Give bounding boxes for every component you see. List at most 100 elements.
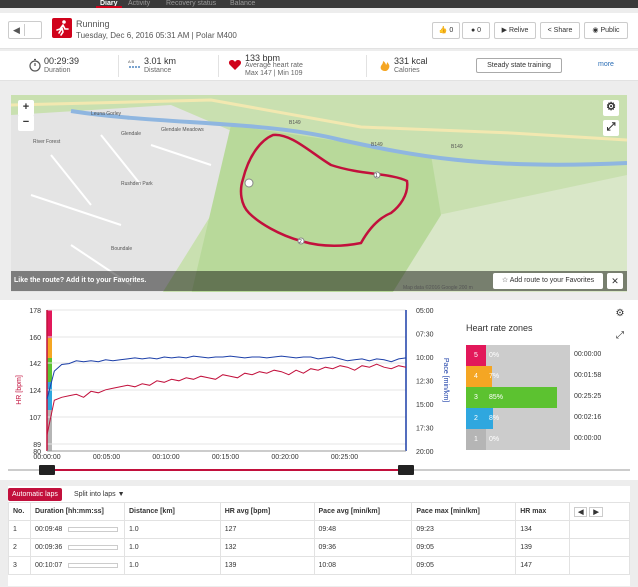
tab-balance[interactable]: Balance — [230, 0, 256, 7]
zone-percent: 85% — [489, 394, 504, 401]
time-tick-label: 00:20:00 — [271, 454, 298, 461]
table-cell: 00:09:48 — [29, 520, 125, 539]
settings-icon[interactable]: ⚙ — [603, 100, 619, 116]
hr-tick-label: 160 — [29, 335, 41, 342]
table-cell: 139 — [515, 538, 571, 557]
more-link[interactable]: more — [598, 61, 614, 68]
duration-bar — [68, 526, 119, 532]
prev-next-button[interactable]: ◀ — [8, 21, 42, 39]
map-label: B149 — [289, 120, 301, 126]
table-cell: 1 — [8, 520, 31, 539]
split-into-laps-dropdown[interactable]: Split into laps ▼ — [70, 488, 129, 501]
comment-button[interactable]: ● 0 — [462, 22, 490, 39]
time-tick-label: 00:00:00 — [33, 454, 60, 461]
route-marker: 2 — [299, 239, 302, 245]
table-cell: 09:23 — [411, 520, 517, 539]
chart-settings-icon[interactable]: ⚙ — [615, 308, 625, 319]
calories-label: Calories — [394, 67, 420, 74]
cell-value: 09:36 — [318, 544, 337, 551]
zone-number: 1 — [466, 429, 486, 450]
flame-icon — [380, 61, 390, 71]
table-cell — [569, 538, 630, 557]
zoom-in-button[interactable]: + — [18, 100, 34, 116]
zoom-out-button[interactable]: − — [18, 115, 34, 131]
chevron-down-icon: ▼ — [117, 491, 125, 498]
zone-bar: 0% — [486, 429, 570, 450]
prev-page-icon[interactable]: ◀ — [574, 506, 588, 517]
zone-fill — [486, 366, 492, 387]
table-cell: 134 — [515, 520, 571, 539]
session-summary: 00:29:39 Duration A B 3.01 km Distance 1… — [0, 51, 638, 81]
range-handle-right — [398, 465, 414, 475]
tab-diary[interactable]: Diary — [100, 0, 118, 7]
share-label: Share — [553, 27, 573, 34]
time-tick-label: 00:15:00 — [212, 454, 239, 461]
zone-bar: 0% — [486, 345, 570, 366]
hr-tick-label: 124 — [29, 388, 41, 395]
table-cell: 10:08 — [313, 556, 413, 575]
distance-label: Distance — [144, 67, 172, 74]
zone-percent: 8% — [489, 415, 500, 422]
close-icon[interactable]: ✕ — [607, 273, 623, 289]
tab-recovery-status[interactable]: Recovery status — [166, 0, 217, 7]
favorites-bar: Like the route? Add it to your Favorites… — [11, 271, 627, 291]
cell-value: 00:09:48 — [34, 526, 63, 533]
zone-number: 5 — [466, 345, 486, 366]
cell-value: 134 — [520, 526, 532, 533]
cell-value: 1.0 — [128, 544, 139, 551]
add-to-favorites-button[interactable]: ☆ Add route to your Favorites — [493, 273, 603, 289]
zone-bar: 85% — [486, 387, 570, 408]
table-cell: 1.0 — [123, 538, 221, 557]
zone-time: 00:02:16 — [574, 414, 602, 421]
hr-tick-label: 178 — [29, 308, 41, 315]
like-button[interactable]: 👍 0 — [432, 22, 460, 39]
table-row[interactable]: 1 00:09:48 1.0 127 09:48 09:23 134 — [8, 520, 630, 539]
hr-tick-label: 80 — [33, 449, 41, 456]
stopwatch-icon — [29, 58, 41, 72]
privacy-button[interactable]: ◉ Public — [584, 22, 628, 39]
active-tab-indicator — [96, 6, 122, 8]
favorites-prompt: Like the route? Add it to your Favorites… — [14, 277, 147, 284]
pace-tick-label: 15:00 — [416, 402, 434, 409]
duration-bar — [68, 562, 119, 568]
fullscreen-icon[interactable]: ⤢ — [603, 120, 619, 136]
split-label: Split into laps — [74, 491, 116, 498]
cell-value: 00:10:07 — [34, 562, 63, 569]
zone-band — [47, 358, 52, 382]
cell-value: 2 — [13, 544, 17, 551]
steady-state-training-button[interactable]: Steady state training — [476, 58, 562, 73]
zone-time: 00:00:00 — [574, 351, 602, 358]
chevron-left-icon[interactable]: ◀ — [13, 25, 20, 35]
automatic-laps-button[interactable]: Automatic laps — [8, 488, 62, 501]
like-count: 0 — [449, 27, 454, 34]
cell-value: 1 — [13, 526, 17, 533]
chart-fullscreen-icon[interactable]: ⤢ — [616, 330, 624, 341]
col-header: Pace avg [min/km] — [313, 502, 413, 521]
share-button[interactable]: < Share — [540, 22, 580, 39]
map-label: Boundale — [111, 246, 132, 252]
running-icon — [52, 18, 72, 38]
table-cell: 2 — [8, 538, 31, 557]
table-cell: 132 — [219, 538, 315, 557]
zone-band — [47, 338, 52, 358]
zone-number: 3 — [466, 387, 486, 408]
table-cell: 1.0 — [123, 520, 221, 539]
duration-value: 00:29:39 — [44, 56, 80, 66]
map-label: Glendale Meadows — [161, 127, 204, 133]
map-label: River Forest — [33, 139, 61, 145]
table-row[interactable]: 2 00:09:36 1.0 132 09:36 09:05 139 — [8, 538, 630, 557]
tab-activity[interactable]: Activity — [128, 0, 151, 7]
route-map[interactable]: Leuna Gorley Glendale Glendale Meadows R… — [11, 95, 627, 292]
thumbs-up-icon: 👍 — [438, 27, 448, 34]
hr-series-line — [46, 363, 407, 436]
relive-button[interactable]: ▶ Relive — [494, 22, 536, 39]
cell-value: 127 — [224, 526, 237, 533]
pace-tick-label: 20:00 — [416, 449, 434, 456]
zone-percent: 0% — [489, 436, 500, 443]
table-row[interactable]: 3 00:10:07 1.0 139 10:08 09:05 147 — [8, 556, 630, 575]
next-page-icon[interactable]: ▶ — [589, 506, 603, 517]
calories-value: 331 kcal — [394, 56, 428, 66]
zone-band — [47, 410, 52, 451]
cell-value: 09:48 — [318, 526, 337, 533]
map-label: Rushden Park — [121, 181, 153, 187]
